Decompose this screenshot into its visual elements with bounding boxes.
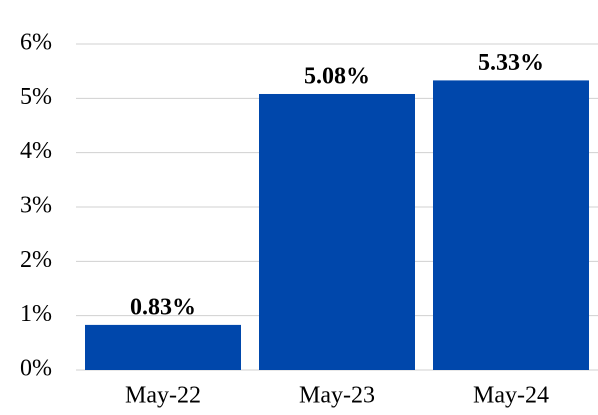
y-tick-label: 5% <box>20 84 52 110</box>
x-tick-label: May-23 <box>299 383 375 409</box>
y-tick-label: 0% <box>20 356 52 382</box>
y-tick-label: 1% <box>20 301 52 327</box>
y-tick-label: 6% <box>20 30 52 56</box>
bar <box>85 324 241 370</box>
y-tick-label: 4% <box>20 138 52 164</box>
y-tick-label: 3% <box>20 193 52 219</box>
bar <box>259 93 415 370</box>
value-label: 5.33% <box>478 50 544 76</box>
y-tick-label: 2% <box>20 247 52 273</box>
x-tick-label: May-24 <box>473 383 549 409</box>
value-label: 5.08% <box>304 63 370 89</box>
bar <box>433 80 589 371</box>
value-label: 0.83% <box>130 294 196 320</box>
x-tick-label: May-22 <box>125 383 201 409</box>
